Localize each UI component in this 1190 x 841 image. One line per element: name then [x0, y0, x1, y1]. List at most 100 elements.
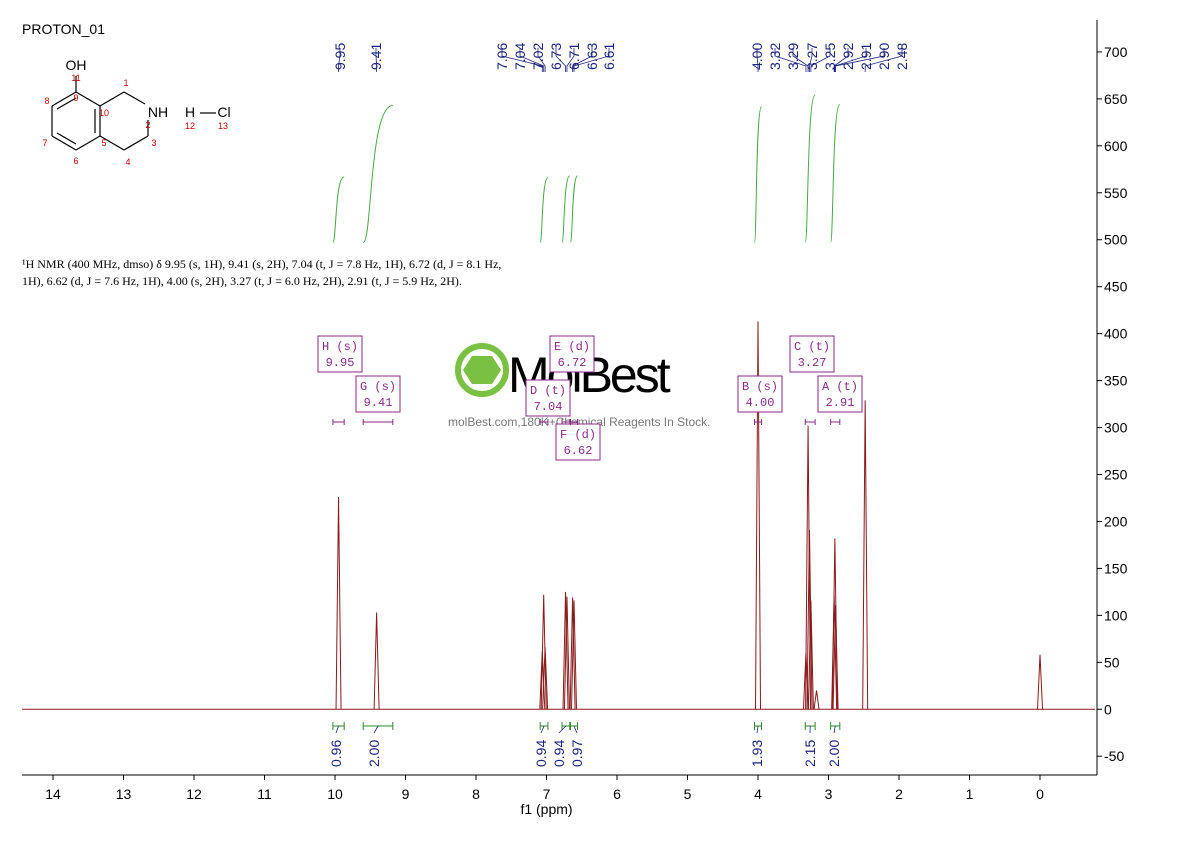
multiplet-label: D (t) — [530, 384, 566, 398]
multiplet-range — [753, 419, 763, 425]
y-tick-label: 150 — [1104, 560, 1128, 576]
atom-label: H — [185, 104, 195, 120]
y-tick-label: 650 — [1104, 91, 1128, 107]
nmr-description: ¹H NMR (400 MHz, dmso) δ 9.95 (s, 1H), 9… — [22, 257, 501, 271]
peak — [813, 690, 820, 710]
peak-label-connector — [864, 48, 903, 72]
x-tick-label: 12 — [186, 786, 202, 802]
integral-curve — [362, 104, 393, 244]
multiplet-range — [804, 419, 816, 425]
atom-label: NH — [148, 104, 168, 120]
multiplet-label: E (d) — [554, 340, 590, 354]
integral-curve — [569, 175, 579, 244]
y-tick-label: 700 — [1104, 44, 1128, 60]
integral-label: 1.93 — [749, 740, 765, 767]
peak-label-connector — [573, 48, 610, 72]
atom-number: 1 — [123, 78, 128, 88]
multiplet-label: H (s) — [322, 340, 358, 354]
y-tick-label: 200 — [1104, 513, 1128, 529]
multiplet-box — [525, 379, 571, 417]
peak-label-connector — [809, 48, 813, 72]
integral-bracket — [362, 722, 394, 730]
x-tick-label: 11 — [257, 786, 272, 802]
peak-label-connector — [537, 48, 546, 72]
x-tick-label: 0 — [1036, 786, 1044, 802]
peak — [805, 425, 812, 710]
peak — [335, 497, 342, 710]
peak-label-connector — [833, 48, 849, 72]
y-tick-label: 0 — [1104, 701, 1112, 717]
integral-tick — [373, 725, 379, 734]
multiplet-label: G (s) — [360, 380, 396, 394]
multiplet-label: A (t) — [822, 380, 858, 394]
peak — [755, 321, 762, 710]
x-tick-label: 1 — [966, 786, 974, 802]
integral-tick — [540, 725, 545, 734]
peak-label-connector — [774, 48, 807, 72]
y-tick-label: 350 — [1104, 373, 1128, 389]
multiplet-box — [549, 335, 595, 373]
chart-title: PROTON_01 — [22, 21, 105, 37]
peak — [540, 594, 547, 710]
x-axis-label: f1 (ppm) — [520, 801, 572, 817]
multiplet-shift: 3.27 — [798, 356, 827, 370]
structure — [51, 76, 216, 151]
integral-label: 0.97 — [569, 740, 585, 767]
multiplet-label: C (t) — [794, 340, 830, 354]
peak-label-connector — [338, 48, 341, 72]
integral-label: 0.94 — [533, 740, 549, 767]
y-tick-label: 100 — [1104, 607, 1128, 623]
integral-tick — [756, 725, 759, 734]
peak-label-connector — [519, 48, 545, 72]
multiplet-range — [332, 419, 345, 425]
integral-tick — [573, 725, 578, 734]
y-tick-label: 50 — [1104, 654, 1120, 670]
peak-label-connector — [834, 48, 867, 72]
multiplet-box — [355, 375, 401, 413]
x-tick-label: 5 — [684, 786, 692, 802]
atom-number: 3 — [151, 138, 156, 148]
integral-curve — [830, 104, 841, 244]
integral-tick — [833, 725, 836, 734]
x-tick-label: 4 — [754, 786, 762, 802]
integral-curve — [804, 94, 816, 244]
x-tick-label: 9 — [402, 786, 410, 802]
multiplet-shift: 9.95 — [326, 356, 355, 370]
atom-label: Cl — [217, 104, 230, 120]
peak-label-connector — [555, 48, 566, 72]
atom-number: 9 — [73, 93, 78, 103]
multiplet-shift: 6.72 — [558, 356, 587, 370]
y-tick-label: 600 — [1104, 138, 1128, 154]
multiplet-box — [317, 335, 363, 373]
multiplet-shift: 6.62 — [564, 444, 593, 458]
multiplet-range — [539, 419, 549, 425]
integral-curve — [561, 175, 571, 244]
integral-curve — [332, 176, 345, 244]
peak — [373, 612, 380, 710]
x-tick-label: 7 — [543, 786, 551, 802]
multiplet-shift: 4.00 — [746, 396, 775, 410]
multiplet-range — [830, 419, 841, 425]
atom-label: OH — [66, 57, 87, 73]
x-tick-label: 2 — [895, 786, 903, 802]
multiplet-range — [569, 419, 579, 425]
nmr-description: 1H), 6.62 (d, J = 7.6 Hz, 1H), 4.00 (s, … — [22, 274, 462, 288]
peak — [1037, 654, 1044, 710]
integral-bracket — [561, 722, 571, 730]
peak-label-connector — [501, 48, 543, 72]
integral-tick — [335, 725, 339, 734]
atom-number: 4 — [125, 157, 130, 167]
multiplet-shift: 7.04 — [534, 400, 563, 414]
peak — [807, 600, 814, 710]
integral-label: 0.96 — [328, 740, 344, 767]
x-tick-label: 14 — [45, 786, 61, 802]
peak — [862, 400, 869, 710]
integral-curve — [539, 177, 549, 244]
peak — [563, 596, 570, 710]
peak-label-connector — [566, 48, 575, 72]
peak-label-connector — [756, 48, 759, 72]
peak — [806, 529, 813, 710]
atom-number: 7 — [42, 138, 47, 148]
watermark-tagline: molBest.com,180K+Chemical Reagents In St… — [448, 415, 710, 429]
